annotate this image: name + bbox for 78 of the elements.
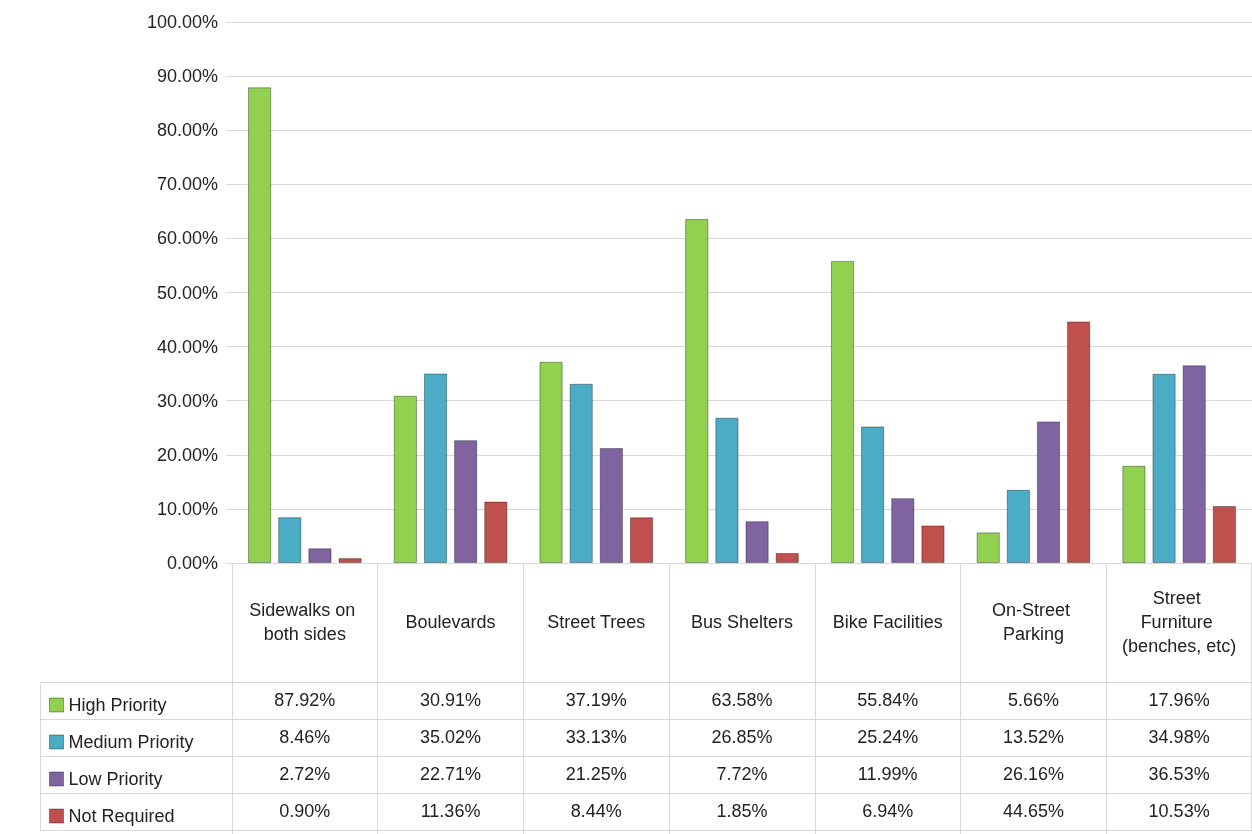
- x-tick-label: Sidewalks on both sides: [249, 600, 361, 644]
- legend-label: Medium Priority: [68, 732, 194, 752]
- y-tick-label: 60.00%: [156, 228, 218, 249]
- bar: [976, 532, 1000, 563]
- bar: [454, 440, 478, 563]
- data-label: 7.72%: [715, 764, 769, 785]
- data-label: 37.19%: [564, 690, 628, 711]
- bar: [1036, 421, 1061, 563]
- bar: [569, 383, 593, 563]
- y-tick-label: 70.00%: [156, 174, 218, 195]
- legend-label: Not Required: [68, 806, 175, 826]
- bar: [861, 426, 885, 563]
- data-label: 55.84%: [856, 690, 920, 711]
- y-tick-label: 20.00%: [156, 444, 218, 465]
- x-tick-label: Bus Shelters: [690, 612, 794, 632]
- bar: [278, 517, 302, 563]
- data-label: 13.52%: [1001, 727, 1065, 748]
- bar: [484, 501, 508, 563]
- bar: [1182, 365, 1206, 563]
- data-label: 11.99%: [856, 764, 919, 785]
- bar: [1212, 506, 1236, 563]
- y-tick-label: 40.00%: [156, 336, 218, 357]
- legend-label: High Priority: [68, 695, 167, 715]
- y-tick-label: 100.00%: [146, 12, 218, 32]
- bar: [423, 373, 448, 563]
- y-tick-label: 10.00%: [156, 498, 218, 519]
- data-label: 35.02%: [419, 727, 483, 748]
- bar: [248, 87, 272, 563]
- bar: [891, 498, 915, 563]
- y-tick-label: 90.00%: [156, 66, 218, 87]
- data-label: 30.91%: [419, 690, 483, 711]
- data-label: 5.66%: [1006, 690, 1060, 711]
- bar: [338, 558, 362, 563]
- bar: [1067, 321, 1091, 563]
- data-label: 33.13%: [564, 727, 628, 748]
- data-label: 26.85%: [710, 727, 774, 748]
- data-label: 17.96%: [1147, 690, 1211, 711]
- bar: [775, 552, 799, 563]
- x-tick-label: Street Furniture (benches, etc): [1122, 588, 1237, 656]
- bar: [830, 260, 855, 563]
- data-label: 8.44%: [569, 801, 623, 822]
- bar: [393, 395, 417, 563]
- y-tick-label: 80.00%: [156, 120, 218, 141]
- data-label: 8.46%: [278, 727, 332, 748]
- legend-label: Low Priority: [68, 769, 163, 789]
- y-tick-label: 50.00%: [156, 282, 218, 303]
- x-tick-label: Bike Facilities: [832, 612, 943, 632]
- data-label: 34.98%: [1147, 727, 1211, 748]
- bar: [539, 361, 563, 563]
- bar: [308, 548, 332, 563]
- y-tick-label: 0.00%: [166, 553, 218, 573]
- data-label: 6.94%: [861, 801, 915, 822]
- x-tick-label: Boulevards: [405, 612, 496, 632]
- y-tick-label: 30.00%: [156, 390, 218, 411]
- data-label: 87.92%: [273, 690, 337, 711]
- bar: [599, 448, 623, 563]
- data-label: 1.85%: [715, 801, 769, 822]
- data-label: 26.16%: [1001, 764, 1065, 785]
- bar: [715, 417, 739, 563]
- data-label: 10.53%: [1147, 801, 1211, 822]
- bar: [1152, 373, 1176, 563]
- data-label: 11.36%: [419, 801, 482, 822]
- bar: [685, 219, 709, 563]
- bar: [629, 517, 654, 563]
- data-label: 21.25%: [564, 764, 628, 785]
- data-label: 36.53%: [1147, 764, 1211, 785]
- data-label: 22.71%: [419, 764, 483, 785]
- data-label: 63.58%: [710, 690, 774, 711]
- data-label: 44.65%: [1001, 801, 1065, 822]
- bar: [921, 525, 945, 563]
- bar: [745, 521, 769, 563]
- x-tick-label: On-Street Parking: [991, 600, 1075, 644]
- bar: [1006, 489, 1030, 563]
- data-label: 25.24%: [856, 727, 920, 748]
- bar: [1122, 465, 1146, 563]
- x-tick-label: Street Trees: [547, 612, 646, 632]
- data-label: 0.90%: [278, 801, 332, 822]
- data-label: 2.72%: [278, 764, 332, 785]
